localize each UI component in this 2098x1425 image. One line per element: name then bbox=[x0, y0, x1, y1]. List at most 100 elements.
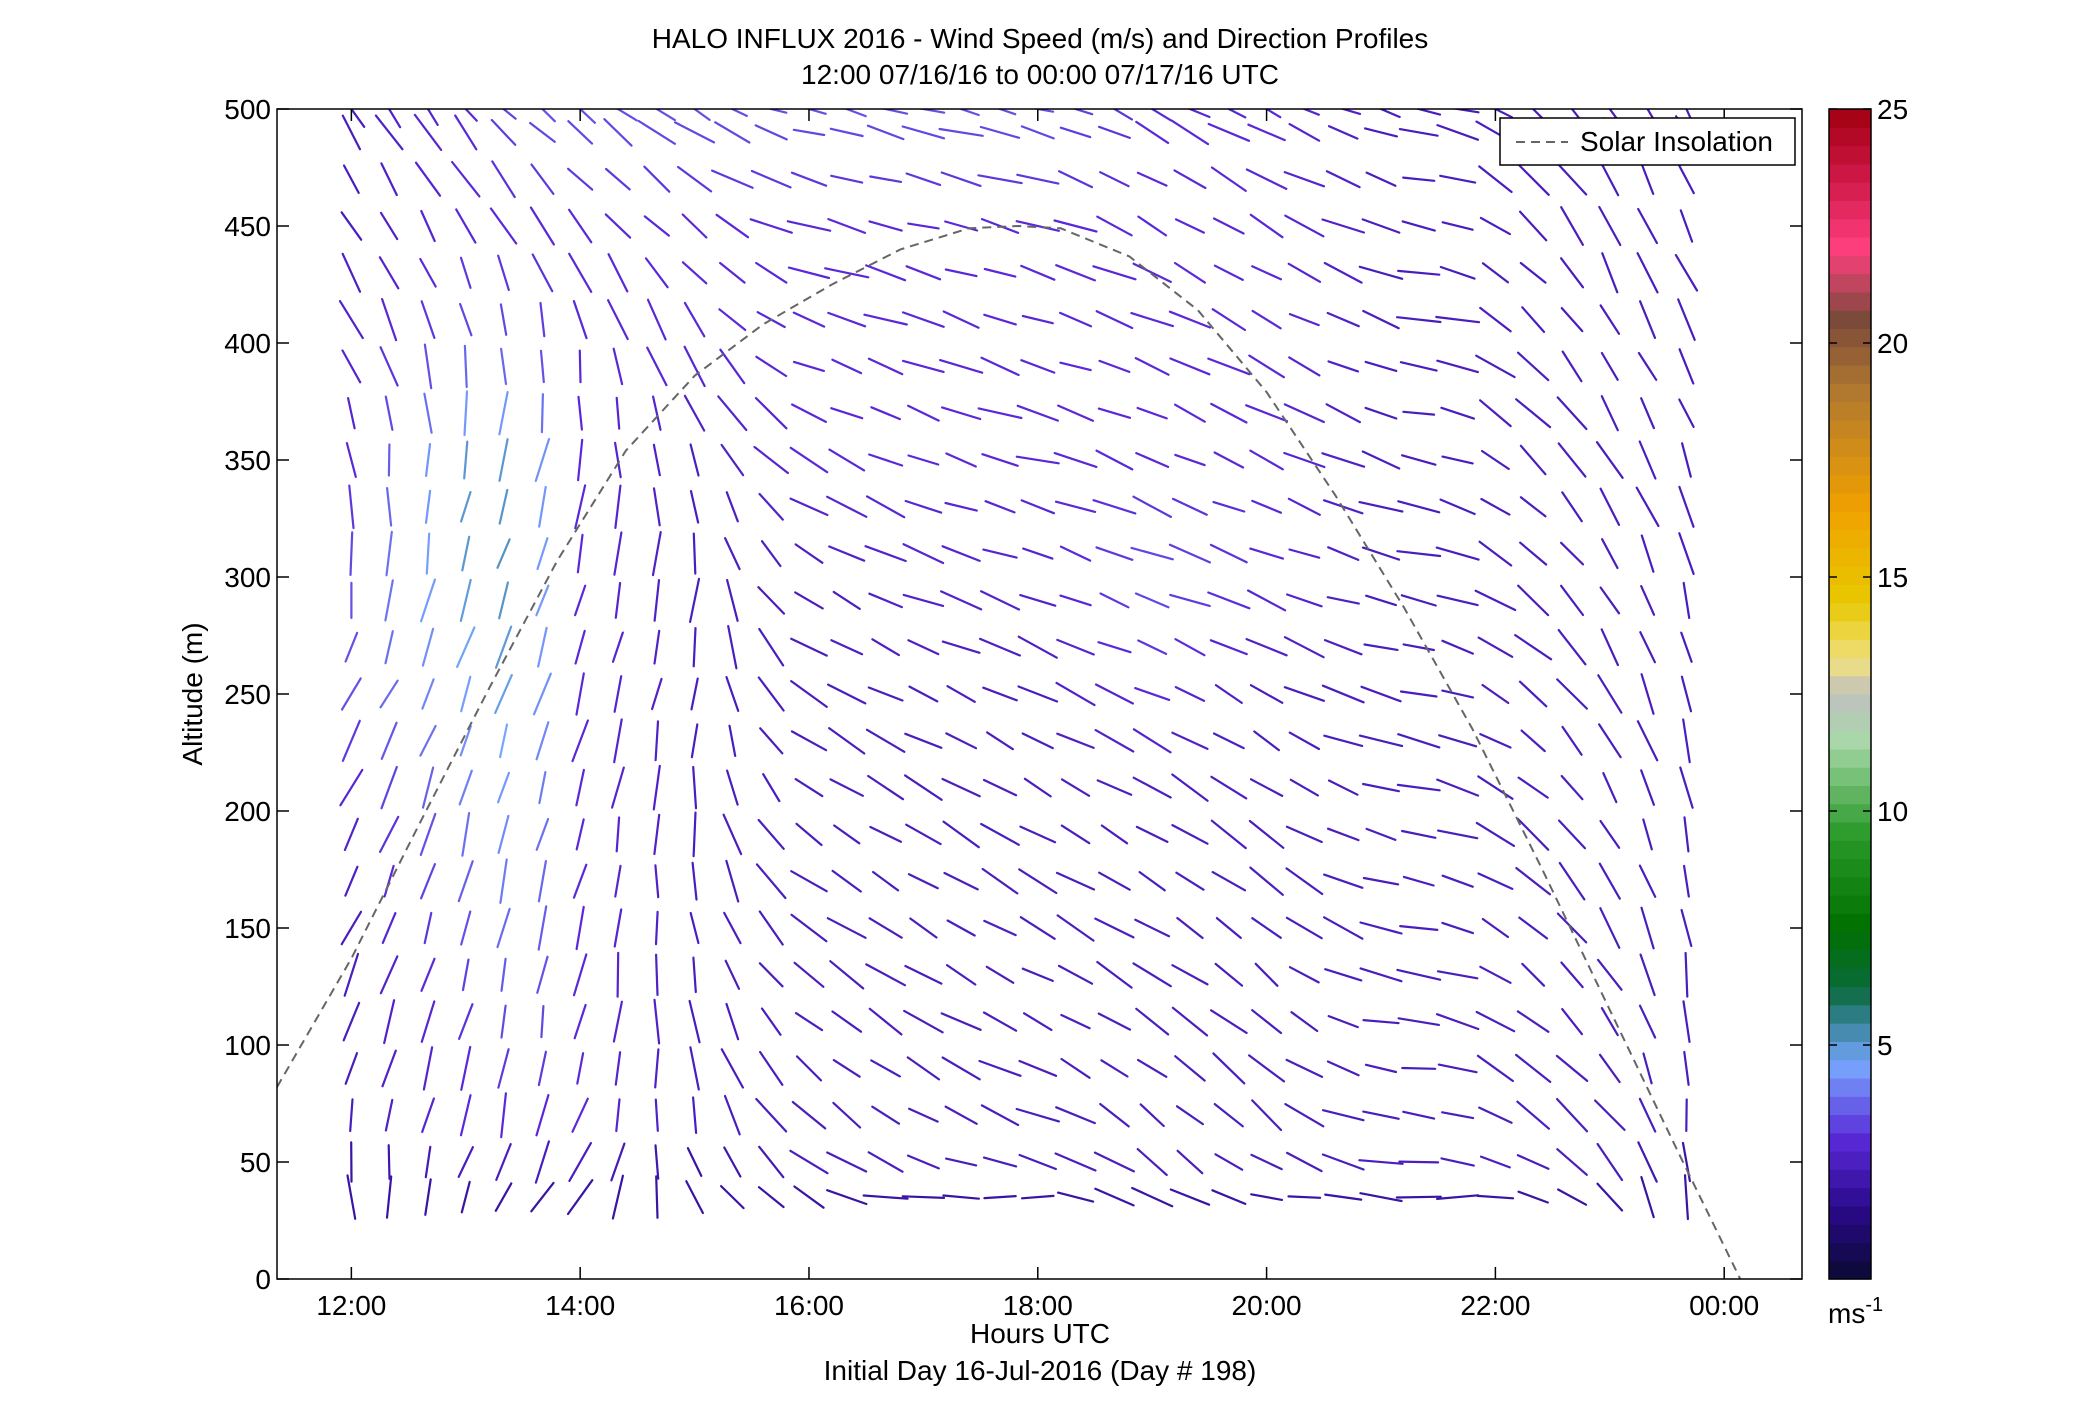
wind-vector bbox=[535, 1093, 550, 1137]
wind-vector bbox=[490, 118, 517, 146]
wind-vector bbox=[613, 908, 623, 948]
wind-vector bbox=[942, 820, 980, 849]
wind-vector bbox=[1099, 1102, 1130, 1128]
wind-vector bbox=[653, 813, 661, 856]
wind-vector bbox=[1326, 1060, 1360, 1077]
wind-vector bbox=[1358, 734, 1404, 748]
wind-vector bbox=[1283, 451, 1326, 469]
wind-vector bbox=[901, 311, 945, 328]
wind-vector bbox=[1339, 109, 1362, 116]
wind-vector bbox=[384, 579, 394, 622]
wind-vector bbox=[1596, 1142, 1624, 1182]
wind-vector bbox=[1327, 125, 1359, 140]
wind-vector bbox=[531, 253, 554, 293]
wind-vector bbox=[825, 1189, 868, 1206]
wind-vector bbox=[1677, 164, 1695, 195]
wind-vector bbox=[1245, 168, 1288, 190]
wind-vector bbox=[457, 1145, 474, 1179]
wind-vector bbox=[1207, 122, 1251, 142]
wind-vector bbox=[1640, 1175, 1655, 1219]
wind-vector bbox=[1175, 1105, 1205, 1126]
wind-vector bbox=[379, 211, 399, 241]
wind-vector bbox=[754, 397, 788, 430]
wind-vector bbox=[1358, 265, 1404, 280]
wind-vector bbox=[574, 484, 587, 530]
wind-vector bbox=[420, 209, 436, 243]
wind-vector bbox=[1055, 1106, 1097, 1125]
wind-vector bbox=[458, 1003, 474, 1041]
wind-vector bbox=[1098, 359, 1131, 373]
wind-vector bbox=[1176, 916, 1204, 940]
wind-vector bbox=[1056, 732, 1095, 750]
wind-vector bbox=[1290, 1011, 1319, 1033]
wind-vector bbox=[1514, 1053, 1552, 1084]
wind-vector bbox=[944, 268, 978, 278]
wind-vector bbox=[1640, 534, 1655, 573]
wind-vector bbox=[491, 160, 516, 199]
colorbar-tick-label: 10 bbox=[1877, 796, 1908, 827]
wind-vector bbox=[653, 629, 661, 665]
wind-vector bbox=[1363, 127, 1399, 138]
wind-vector bbox=[652, 487, 661, 527]
y-tick-label: 300 bbox=[224, 562, 271, 593]
colorbar-segment bbox=[1829, 1132, 1871, 1152]
wind-vector bbox=[572, 300, 588, 340]
wind-vector bbox=[1635, 486, 1660, 528]
wind-vector bbox=[1132, 728, 1172, 754]
wind-vector bbox=[1174, 453, 1206, 467]
wind-vector bbox=[1020, 264, 1056, 281]
wind-vector bbox=[1053, 219, 1098, 233]
wind-vector bbox=[979, 125, 1021, 139]
wind-vector bbox=[1092, 499, 1137, 515]
wind-vector bbox=[387, 443, 391, 477]
wind-vector bbox=[1436, 123, 1480, 141]
wind-vector bbox=[1168, 543, 1212, 564]
wind-vector bbox=[1288, 966, 1320, 984]
wind-vector bbox=[1283, 686, 1326, 702]
wind-vector bbox=[1171, 964, 1209, 986]
wind-vector bbox=[1518, 916, 1549, 940]
wind-vector bbox=[459, 302, 473, 337]
wind-vector bbox=[691, 1096, 698, 1135]
wind-vector bbox=[655, 1175, 659, 1219]
wind-vector bbox=[944, 1105, 978, 1125]
wind-vector bbox=[862, 1194, 909, 1200]
wind-vector bbox=[1398, 1160, 1440, 1164]
wind-vector bbox=[1597, 674, 1623, 714]
wind-vector bbox=[1600, 538, 1619, 570]
wind-vector bbox=[1094, 683, 1135, 705]
wind-vector bbox=[996, 109, 1017, 116]
wind-vector bbox=[1598, 1053, 1621, 1084]
wind-vector bbox=[349, 109, 366, 128]
wind-vector bbox=[451, 160, 481, 198]
wind-vector bbox=[941, 1056, 981, 1081]
wind-vector bbox=[946, 685, 976, 703]
wind-vector bbox=[344, 631, 359, 663]
wind-vector bbox=[1095, 449, 1134, 471]
wind-vector bbox=[1250, 1153, 1283, 1171]
wind-vector bbox=[535, 584, 550, 617]
x-tick-label: 18:00 bbox=[1003, 1290, 1073, 1321]
wind-vector bbox=[864, 545, 907, 563]
wind-vector bbox=[1599, 487, 1621, 527]
wind-vector bbox=[380, 721, 398, 760]
wind-vector bbox=[725, 859, 740, 903]
wind-vector bbox=[1561, 725, 1583, 756]
wind-vector bbox=[1519, 541, 1548, 566]
wind-vector bbox=[692, 811, 697, 858]
wind-vector bbox=[643, 165, 671, 193]
wind-vector bbox=[1519, 261, 1547, 284]
wind-vector bbox=[728, 724, 737, 758]
wind-vector bbox=[755, 261, 788, 284]
wind-vector bbox=[1214, 683, 1243, 705]
wind-vector bbox=[654, 1144, 660, 1180]
wind-vector bbox=[341, 252, 362, 293]
wind-vector bbox=[1521, 962, 1546, 987]
wind-vector bbox=[1323, 638, 1363, 656]
wind-vector bbox=[867, 357, 904, 376]
wind-vector bbox=[977, 174, 1023, 185]
wind-vector bbox=[1287, 262, 1322, 283]
wind-vector bbox=[459, 1094, 472, 1137]
wind-vector bbox=[723, 1146, 742, 1178]
wind-vector bbox=[420, 300, 436, 339]
